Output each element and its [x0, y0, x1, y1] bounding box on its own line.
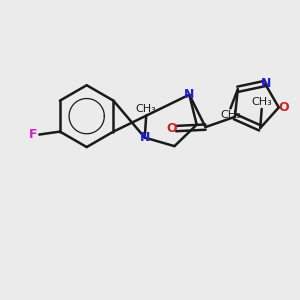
Text: N: N: [140, 131, 150, 144]
Text: N: N: [184, 88, 194, 101]
Text: CH₃: CH₃: [251, 98, 272, 107]
Text: O: O: [166, 122, 177, 135]
Text: CH₃: CH₃: [136, 104, 157, 114]
Text: CH₃: CH₃: [220, 110, 241, 120]
Text: F: F: [29, 128, 38, 141]
Text: O: O: [279, 101, 289, 114]
Text: N: N: [261, 77, 272, 90]
